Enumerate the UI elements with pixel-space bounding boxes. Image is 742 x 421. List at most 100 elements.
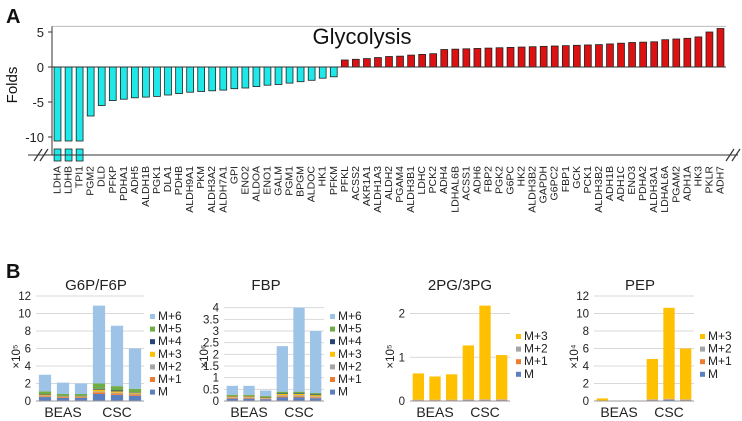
x-tick-label: PGK2 [493, 166, 505, 194]
bar-segment-mplus4 [38, 394, 52, 395]
x-tick-label: ENO1 [261, 166, 273, 195]
bar-pfkm [329, 66, 338, 78]
bar-segment-mplus3 [496, 355, 508, 400]
bar-pgm1 [285, 66, 294, 84]
y-tick-label: 2.5 [203, 338, 219, 350]
legend-swatch [516, 346, 521, 352]
bar-segment-mplus1 [226, 397, 238, 399]
bar-segment-mplus2 [276, 395, 288, 397]
bar-segment-mplus6 [293, 307, 305, 392]
y-tick-label: 3 [213, 326, 219, 338]
bar-segment-mplus4 [92, 388, 106, 390]
legend-swatch [330, 364, 335, 370]
x-tick-label: GPI [228, 166, 240, 184]
legend-label: M+1 [524, 354, 548, 368]
y-tick-label: 10 [18, 309, 31, 321]
bar-segment-mplus1 [110, 393, 124, 395]
bar-segment-mplus5 [226, 394, 238, 396]
group-label: CSC [470, 404, 500, 420]
group-label: BEAS [600, 404, 637, 420]
bar-segment-mplus3 [276, 394, 288, 396]
bar-segment-mplus6 [38, 374, 52, 392]
x-tick-label: PCK2 [427, 166, 439, 194]
bar-segment-m [260, 399, 272, 401]
y-tick-label: 10 [576, 309, 589, 321]
y-tick-label: 12 [576, 291, 589, 303]
y-tick-label: 6 [583, 344, 589, 356]
y-tick-label: 4 [583, 361, 590, 373]
x-tick-label: PDHA2 [637, 166, 649, 201]
legend-swatch [150, 339, 155, 345]
bar-pck2 [429, 53, 438, 68]
bar-segment-mplus1 [92, 392, 106, 394]
bar-pdha1 [119, 66, 128, 100]
bar-segment-m [310, 398, 322, 401]
bar-aldh1a3 [374, 57, 382, 68]
bar-segment-m [38, 397, 52, 401]
group-label: CSC [102, 404, 132, 420]
axis-break-left [33, 148, 43, 162]
bar-segment-mplus3 [446, 374, 458, 400]
x-tick-label: LDHAL6A [659, 166, 671, 213]
legend-label: M+2 [708, 342, 732, 356]
x-tick-label: PDHA1 [118, 166, 130, 201]
bar-segment-mplus5 [74, 394, 88, 396]
x-tick-label: ADH7 [714, 166, 726, 194]
x-tick-label: LDHB [63, 166, 75, 194]
x-tick-label: PKM [195, 166, 207, 189]
axis-break-right [725, 148, 735, 162]
bar-dla1 [164, 66, 172, 96]
bar-segment-mplus3 [596, 398, 608, 401]
x-tick-label: HK3 [692, 166, 704, 187]
bar-segment-m [92, 394, 106, 401]
bar-segment-mplus3 [92, 389, 106, 392]
bar-segment-mplus4 [260, 397, 272, 398]
bar-pfkp [108, 66, 117, 101]
bar-segment-mplus6 [260, 390, 272, 397]
bar-segment-m [293, 397, 305, 401]
x-tick-label: ALDH1A3 [372, 166, 384, 213]
x-tick-label: ALDH2 [383, 166, 395, 200]
legend-label: M+4 [158, 334, 182, 348]
bar-segment-mplus1 [38, 396, 52, 398]
bar-segment-mplus2 [226, 397, 238, 398]
y-tick-label: 1 [399, 352, 405, 364]
bar-segment-mplus1 [74, 397, 88, 398]
bar-segment-mplus3 [412, 373, 424, 400]
x-tick-label: GCK [571, 166, 583, 189]
bar-adh4 [440, 49, 449, 68]
bar-bpgm [296, 66, 305, 83]
x-tick-label: PGAM2 [670, 166, 682, 203]
legend-swatch [150, 351, 155, 357]
y-tick-label: 8 [25, 326, 31, 338]
bar-gck [573, 44, 581, 68]
x-tick-label: LDHC [416, 166, 428, 195]
legend-swatch [516, 359, 521, 365]
bar-segment-mplus2 [446, 399, 458, 401]
legend-swatch [150, 389, 155, 395]
legend-label: M [524, 367, 534, 381]
y-tick-label: 8 [583, 326, 589, 338]
bar-acss1 [462, 48, 471, 68]
bar-segment-mplus6 [226, 385, 238, 395]
bar-fbp1 [561, 45, 570, 68]
bar-segment-mplus3 [462, 345, 474, 400]
y-tick-label: 2 [213, 349, 219, 361]
x-tick-label: LDHAL6B [449, 166, 461, 213]
bar-segment-mplus4 [226, 395, 238, 397]
bar-segment-mplus1 [479, 399, 491, 401]
legend-swatch [330, 339, 335, 345]
bar-segment-mplus2 [56, 396, 70, 398]
legend-label: M+3 [708, 329, 732, 343]
bar-adh1c [617, 42, 625, 68]
panel-b-label: B [6, 261, 20, 283]
bar-segment-mplus2 [429, 399, 441, 401]
x-tick-label: ALDOC [306, 166, 318, 203]
bar-segment-mplus4 [56, 395, 70, 397]
group-label: CSC [284, 404, 314, 420]
bar-g6pc2 [550, 45, 559, 68]
legend-label: M+4 [338, 334, 362, 348]
x-tick-label: PGM1 [284, 166, 296, 196]
bar-segment-mplus6 [92, 305, 106, 384]
bar-segment-mplus1 [128, 394, 142, 396]
